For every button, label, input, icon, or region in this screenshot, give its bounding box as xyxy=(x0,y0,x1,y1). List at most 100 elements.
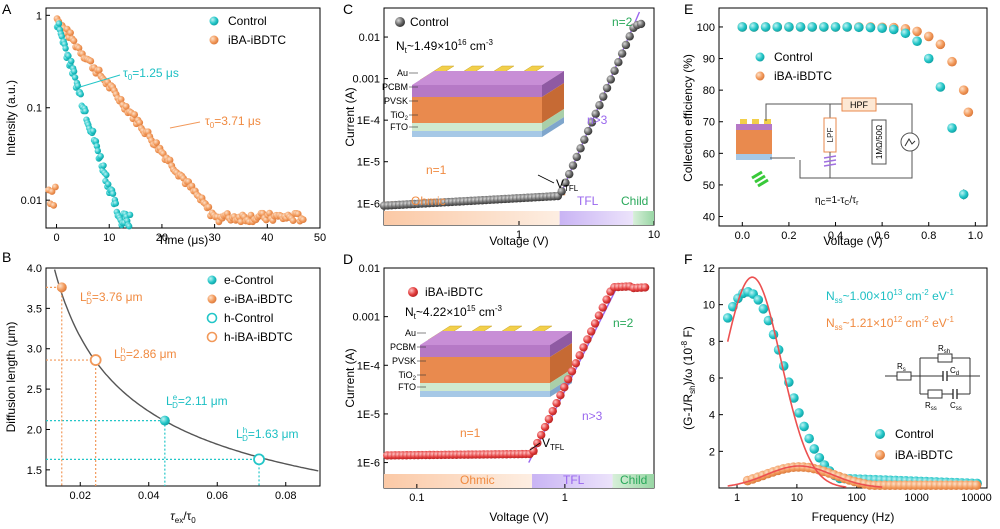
legend-marker-iba-f xyxy=(875,450,885,460)
x-tick-label-a: 10 xyxy=(103,232,115,244)
data-point-iba-a xyxy=(237,218,245,226)
legend-marker-control-c xyxy=(395,17,405,27)
region-label-tfl-d: TFL xyxy=(563,473,585,487)
data-point-control-c xyxy=(583,126,593,136)
x-tick-label-b: 0.06 xyxy=(207,490,228,502)
data-point-iba-a xyxy=(166,156,174,164)
y-axis-label-d: Current (A) xyxy=(343,348,357,407)
data-point-iba-d xyxy=(602,295,611,304)
legend-label-control-e: Control xyxy=(774,50,813,64)
y-tick-label-d: 1E-6 xyxy=(357,458,380,470)
data-point-iba-a xyxy=(75,44,83,52)
plot-frame-b xyxy=(45,267,321,487)
data-point-control-a xyxy=(100,162,107,169)
data-point-iba-d xyxy=(571,359,581,368)
device-stack-e xyxy=(736,130,772,154)
data-point-control-e xyxy=(947,123,957,133)
x-tick-label-f: 100 xyxy=(848,492,866,504)
data-point-control-c xyxy=(561,178,570,187)
slope-label-n2-c: n=2 xyxy=(612,15,633,29)
axis-ticks-e: 0.0 0.2 0.4 0.6 0.8 1.0 40 50 60 70 80 90 100 xyxy=(697,22,983,242)
label-ldh-control: Lh D=1.63 μm xyxy=(236,426,299,443)
y-tick-label-e: 90 xyxy=(703,54,715,66)
label-cd: Cd xyxy=(950,366,959,377)
legend-b: e-Control e-iBA-iBDTC h-Control h-iBA-iB… xyxy=(206,273,293,344)
x-tick-label-f: 1 xyxy=(734,492,740,504)
data-points-a xyxy=(45,15,307,230)
data-point-control-f xyxy=(794,408,804,418)
y-tick-label-b: 4.0 xyxy=(27,263,42,275)
trap-density-d: Nt~4.22×1015 cm-3 xyxy=(405,304,503,321)
data-point-control-e xyxy=(958,189,969,200)
x-tick-label-e: 1.0 xyxy=(968,230,983,242)
axis-ticks-b: 0.02 0.04 0.06 0.08 1.5 2.0 2.5 3.0 3.5 4.0 xyxy=(27,263,297,502)
data-point-control-c xyxy=(625,32,634,41)
data-point-control-c xyxy=(580,135,589,144)
measurement-circuit-e: LPF HPF 1MΩ/50Ω xyxy=(736,97,920,188)
data-point-iba-d xyxy=(536,430,546,440)
data-point-control-f xyxy=(814,452,825,463)
data-point-control-c xyxy=(568,161,578,170)
data-point-control-e xyxy=(877,23,887,34)
layer-label: PCBM xyxy=(390,342,416,352)
legend-marker-e-iba xyxy=(207,294,217,304)
label-ldh-iba: Lh D=2.86 μm xyxy=(114,346,177,363)
device-layer xyxy=(420,383,550,391)
resistor-rsh xyxy=(937,353,953,363)
data-point-iba-d xyxy=(579,343,588,352)
data-point-control-a xyxy=(68,57,75,65)
data-point-iba-d xyxy=(575,351,584,360)
data-point-control-e xyxy=(772,22,783,32)
legend-label-iba-d: iBA-iBDTC xyxy=(425,285,483,299)
band-child-c xyxy=(633,211,654,225)
device-finger-e xyxy=(752,119,759,124)
data-point-iba-d xyxy=(598,303,607,312)
data-point-iba-a xyxy=(50,201,58,209)
data-points-e xyxy=(737,22,974,200)
x-tick-label-a: 30 xyxy=(208,232,220,244)
panel-letter-c: C xyxy=(343,1,353,17)
data-point-iba-a xyxy=(153,139,160,147)
x-tick-label-a: 20 xyxy=(156,232,168,244)
layer-label: PVSK xyxy=(384,96,408,106)
data-point-iba-d xyxy=(563,375,573,384)
layer-label: Au xyxy=(397,68,408,78)
data-point-iba-d xyxy=(583,335,592,344)
legend-label-control-c: Control xyxy=(410,15,449,29)
panel-e: E 0.0 0.2 0.4 0.6 0.8 1.0 40 50 60 70 80 90 100 LPF H… xyxy=(681,1,988,248)
data-point-iba-d xyxy=(548,406,557,416)
region-label-child-d: Child xyxy=(620,473,647,487)
data-point-control-f xyxy=(789,393,799,403)
data-point-control-e xyxy=(854,22,864,33)
y-tick-label-f: 10 xyxy=(703,300,715,312)
data-point-control-a xyxy=(74,82,82,90)
device-layer-side xyxy=(550,369,572,391)
fit-curve-control-f xyxy=(726,276,847,488)
data-point-iba-a xyxy=(117,95,125,103)
device-layer-side xyxy=(550,343,572,383)
data-point-iba-a xyxy=(51,183,59,191)
data-point-control-a xyxy=(62,45,69,52)
y-tick-label-e: 70 xyxy=(703,117,715,129)
vtfl-label-d: VTFL xyxy=(542,436,565,452)
y-tick-label-d: 0.01 xyxy=(359,263,380,275)
legend-label-iba-a: iBA-iBDTC xyxy=(228,33,286,47)
device-layer xyxy=(420,391,550,397)
regime-bands-d xyxy=(384,474,654,488)
legend-label-control-a: Control xyxy=(228,14,267,28)
resistor-box-e xyxy=(871,119,887,165)
legend-marker-iba-e xyxy=(755,71,765,81)
plot-frame-e xyxy=(718,7,988,227)
data-point-control-e xyxy=(830,22,841,32)
light-pulse-icon xyxy=(751,170,769,188)
data-point-iba-a xyxy=(70,37,78,45)
data-point-iba-a xyxy=(122,103,130,110)
data-point-control-c xyxy=(572,152,581,162)
y-tick-label-c: 1E-5 xyxy=(357,157,380,169)
panel-letter-d: D xyxy=(343,251,353,267)
data-point-control-a xyxy=(125,223,133,230)
x-tick-label-d: 1 xyxy=(562,492,568,504)
data-point-control-e xyxy=(900,28,911,39)
legend-label-control-f: Control xyxy=(895,427,934,441)
x-tick-label-d: 0.1 xyxy=(409,492,424,504)
